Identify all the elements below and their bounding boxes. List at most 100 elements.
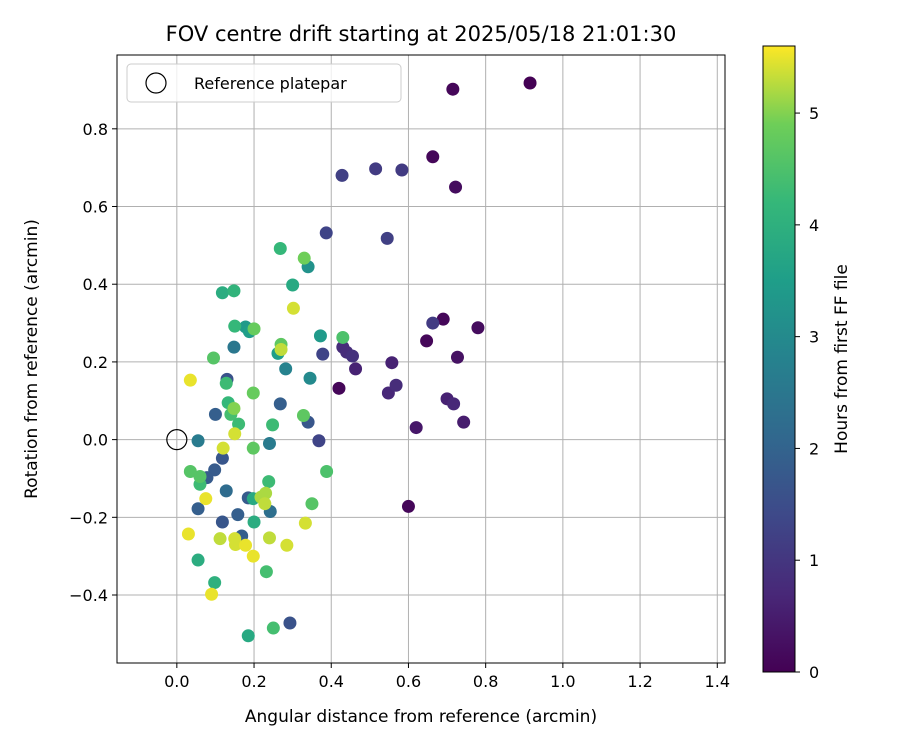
data-point [296,409,310,423]
data-point [193,470,207,484]
y-tick-label: 0.6 [83,198,108,217]
data-point [219,376,233,390]
colorbar-tick-label: 3 [809,328,819,347]
data-point [409,421,423,435]
colorbar-tick-label: 2 [809,439,819,458]
data-point [229,538,243,552]
colorbar-tick-label: 1 [809,551,819,570]
data-point [183,373,197,387]
x-tick-label: 0.8 [473,672,498,691]
data-point [279,362,293,376]
data-point [420,334,434,348]
grid [117,55,725,663]
data-point [262,531,276,545]
colorbar-ticks: 0 1 2 3 4 5 [795,104,819,682]
data-point [297,251,311,265]
data-point [274,342,288,356]
data-point [246,549,260,563]
data-point [305,497,319,511]
data-point [401,499,415,513]
data-point [389,378,403,392]
x-axis-label: Angular distance from reference (arcmin) [245,707,597,727]
data-point [298,516,312,530]
data-point [183,464,197,478]
data-point [523,76,537,90]
y-axis-ticks: −0.4 −0.2 0.0 0.2 0.4 0.6 0.8 [69,120,117,605]
x-tick-label: 0.0 [164,672,189,691]
colorbar-tick-label: 0 [809,663,819,682]
y-tick-label: 0.8 [83,120,108,139]
data-point [286,278,300,292]
data-point [241,629,255,643]
data-point [228,427,242,441]
legend: Reference platepar [126,63,402,103]
data-point [385,356,399,370]
reference-platepar-marker [166,429,188,451]
y-tick-label: 0.2 [83,353,108,372]
x-tick-label: 1.4 [705,672,730,691]
data-point [231,508,245,522]
data-point [258,497,272,511]
data-point [457,415,471,429]
data-point [259,565,273,579]
data-point [273,397,287,411]
data-point [247,515,261,529]
x-tick-label: 0.2 [241,672,266,691]
data-point [215,451,229,465]
data-point [316,347,330,361]
data-point [286,301,300,315]
data-point [262,436,276,450]
data-point [191,553,205,567]
data-point [280,538,294,552]
data-point [227,340,241,354]
y-axis-label: Rotation from reference (arcmin) [22,219,42,499]
data-point [312,434,326,448]
legend-entry-reference: Reference platepar [194,74,347,93]
data-point [239,538,253,552]
data-point [208,407,222,421]
data-point [207,351,221,365]
y-tick-label: 0.4 [83,275,108,294]
data-points [181,76,537,643]
data-point [262,475,276,489]
data-point [227,284,241,298]
data-point [208,576,222,590]
data-point [380,231,394,245]
data-point [266,418,280,432]
data-point [336,330,350,344]
data-point [471,321,485,335]
data-point [447,397,461,411]
data-point [246,386,260,400]
data-point [303,371,317,385]
colorbar: 0 1 2 3 4 5 Hours from first FF file [762,45,852,682]
data-point [219,484,233,498]
data-point [349,362,363,376]
plot-area [116,54,726,664]
data-point [283,616,297,630]
data-point [247,322,261,336]
data-point [446,82,460,96]
colorbar-tick-label: 5 [809,104,819,123]
colorbar-label: Hours from first FF file [832,264,852,454]
data-point [426,316,440,330]
y-tick-label: 0.0 [83,431,108,450]
legend-box [126,63,402,103]
colorbar-gradient [762,45,796,673]
data-point [215,515,229,529]
data-point [319,226,333,240]
x-axis-ticks: 0.0 0.2 0.4 0.6 0.8 1.0 1.2 1.4 [164,663,730,691]
chart-title: FOV centre drift starting at 2025/05/18 … [166,22,677,46]
data-point [313,329,327,343]
y-tick-label: −0.4 [69,586,108,605]
data-point [205,587,219,601]
data-point [332,381,346,395]
data-point [450,350,464,364]
legend-marker-icon [145,72,167,94]
x-tick-label: 1.2 [627,672,652,691]
data-point [215,286,229,300]
data-point [216,441,230,455]
x-tick-label: 0.6 [396,672,421,691]
data-point [213,532,227,546]
